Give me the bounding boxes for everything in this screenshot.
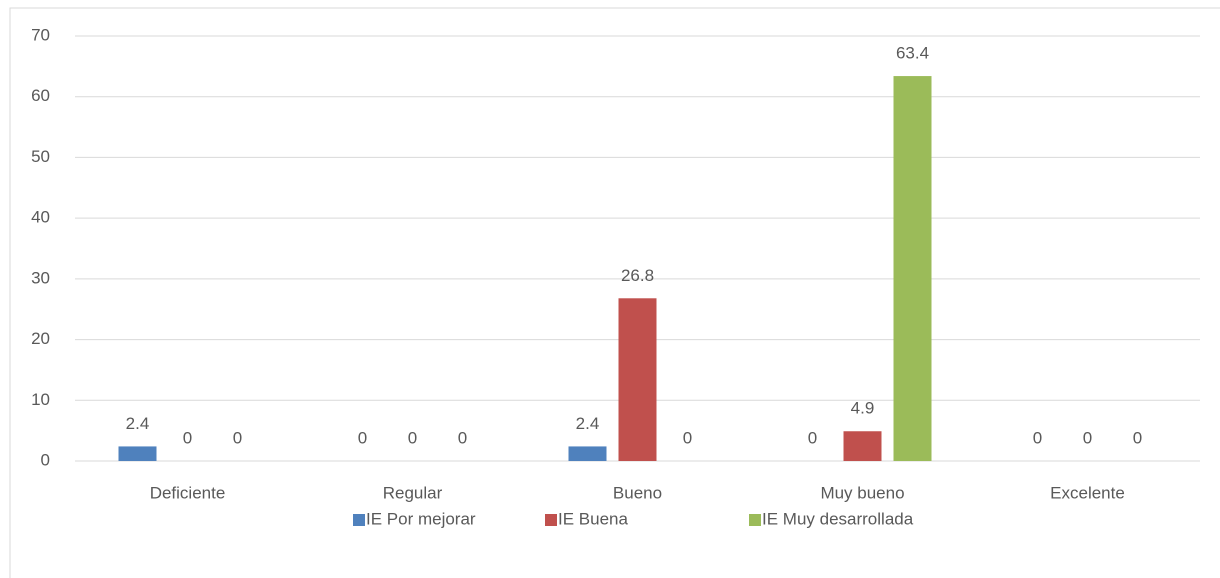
data-label: 0 [1133, 428, 1142, 447]
x-tick-label: Excelente [1050, 483, 1125, 502]
y-tick-label: 50 [31, 147, 50, 166]
x-tick-label: Deficiente [150, 483, 226, 502]
data-label: 0 [183, 428, 192, 447]
data-label: 0 [458, 428, 467, 447]
data-label: 26.8 [621, 266, 654, 285]
data-label: 4.9 [851, 399, 875, 418]
chart-border [9, 7, 1220, 578]
bar [893, 76, 932, 462]
legend-label: IE Por mejorar [366, 509, 476, 528]
legend-swatch [749, 514, 761, 526]
y-tick-label: 70 [31, 25, 50, 44]
x-tick-label: Muy bueno [820, 483, 904, 502]
y-tick-label: 0 [41, 450, 50, 469]
y-tick-label: 10 [31, 390, 50, 409]
data-label: 0 [408, 428, 417, 447]
data-label: 63.4 [896, 44, 929, 63]
y-tick-label: 60 [31, 86, 50, 105]
bar [843, 431, 882, 461]
data-label: 0 [233, 428, 242, 447]
data-label: 0 [683, 428, 692, 447]
y-tick-label: 20 [31, 329, 50, 348]
data-label: 0 [1033, 428, 1042, 447]
data-label: 2.4 [126, 414, 150, 433]
data-label: 0 [358, 428, 367, 447]
legend-label: IE Muy desarrollada [762, 509, 914, 528]
data-label: 2.4 [576, 414, 600, 433]
y-tick-label: 40 [31, 208, 50, 227]
data-label: 0 [808, 428, 817, 447]
x-tick-label: Regular [383, 483, 443, 502]
bar [118, 446, 157, 461]
legend-swatch [353, 514, 365, 526]
y-tick-label: 30 [31, 268, 50, 287]
data-label: 0 [1083, 428, 1092, 447]
legend-label: IE Buena [558, 509, 628, 528]
bar [568, 446, 607, 461]
x-tick-label: Bueno [613, 483, 662, 502]
bar [618, 298, 657, 461]
legend-swatch [545, 514, 557, 526]
